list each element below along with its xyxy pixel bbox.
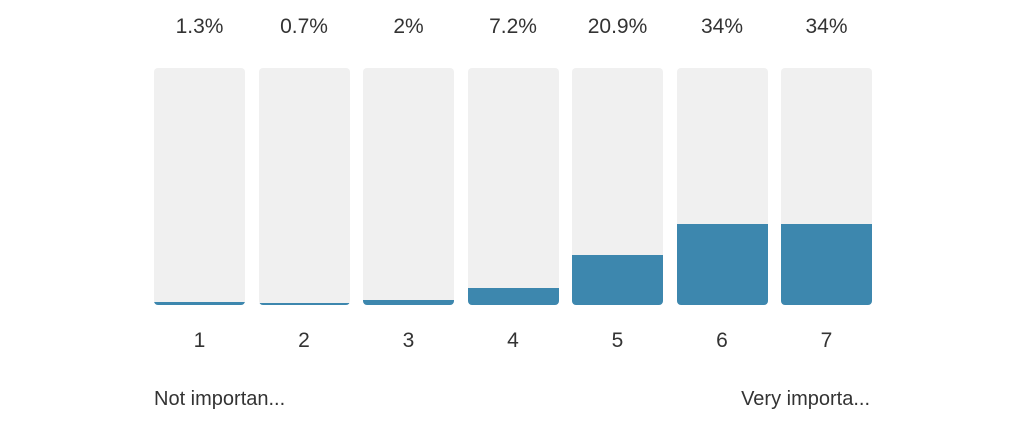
- bar-fill: [572, 255, 663, 305]
- bar-track: [363, 68, 454, 305]
- bar-column-4: 7.2% 4: [467, 0, 559, 434]
- bar-value-label: 2%: [393, 15, 424, 38]
- category-tick-label: 7: [820, 329, 833, 352]
- bar-track: [676, 68, 768, 305]
- bar-column-7: 34% 7: [781, 0, 872, 434]
- bar-column-2: 0.7% 2: [258, 0, 350, 434]
- bar-value-label: 20.9%: [587, 15, 648, 38]
- bar-value-label: 7.2%: [489, 15, 537, 38]
- bar-column-5: 20.9% 5: [572, 0, 663, 434]
- category-tick-label: 6: [716, 329, 728, 352]
- bar-track: [781, 68, 872, 305]
- category-tick-label: 1: [193, 329, 206, 352]
- scale-low-label: Not importan...: [154, 388, 286, 410]
- category-tick-label: 5: [611, 329, 624, 352]
- bar-value-label: 1.3%: [175, 15, 224, 38]
- bar-column-6: 34% 6: [676, 0, 768, 434]
- bar-column-1: 1.3% 1: [154, 0, 245, 434]
- bar-value-label: 0.7%: [280, 15, 328, 38]
- category-tick-label: 3: [402, 329, 415, 352]
- bar-column-3: 2% 3: [363, 0, 454, 434]
- category-tick-label: 2: [298, 329, 310, 352]
- category-tick-label: 4: [507, 329, 519, 352]
- bar-fill: [467, 287, 559, 305]
- bar-track: [467, 68, 559, 305]
- bar-value-label: 34%: [805, 15, 848, 38]
- bar-fill: [363, 300, 454, 305]
- bar-fill: [781, 224, 872, 305]
- bar-value-label: 34%: [700, 15, 744, 38]
- bar-track: [572, 68, 663, 305]
- bar-fill: [258, 303, 350, 305]
- bar-track: [154, 68, 245, 305]
- bar-fill: [154, 301, 245, 305]
- bar-fill: [676, 224, 768, 305]
- bar-track: [258, 68, 350, 305]
- scale-high-label: Very importa...: [741, 388, 870, 410]
